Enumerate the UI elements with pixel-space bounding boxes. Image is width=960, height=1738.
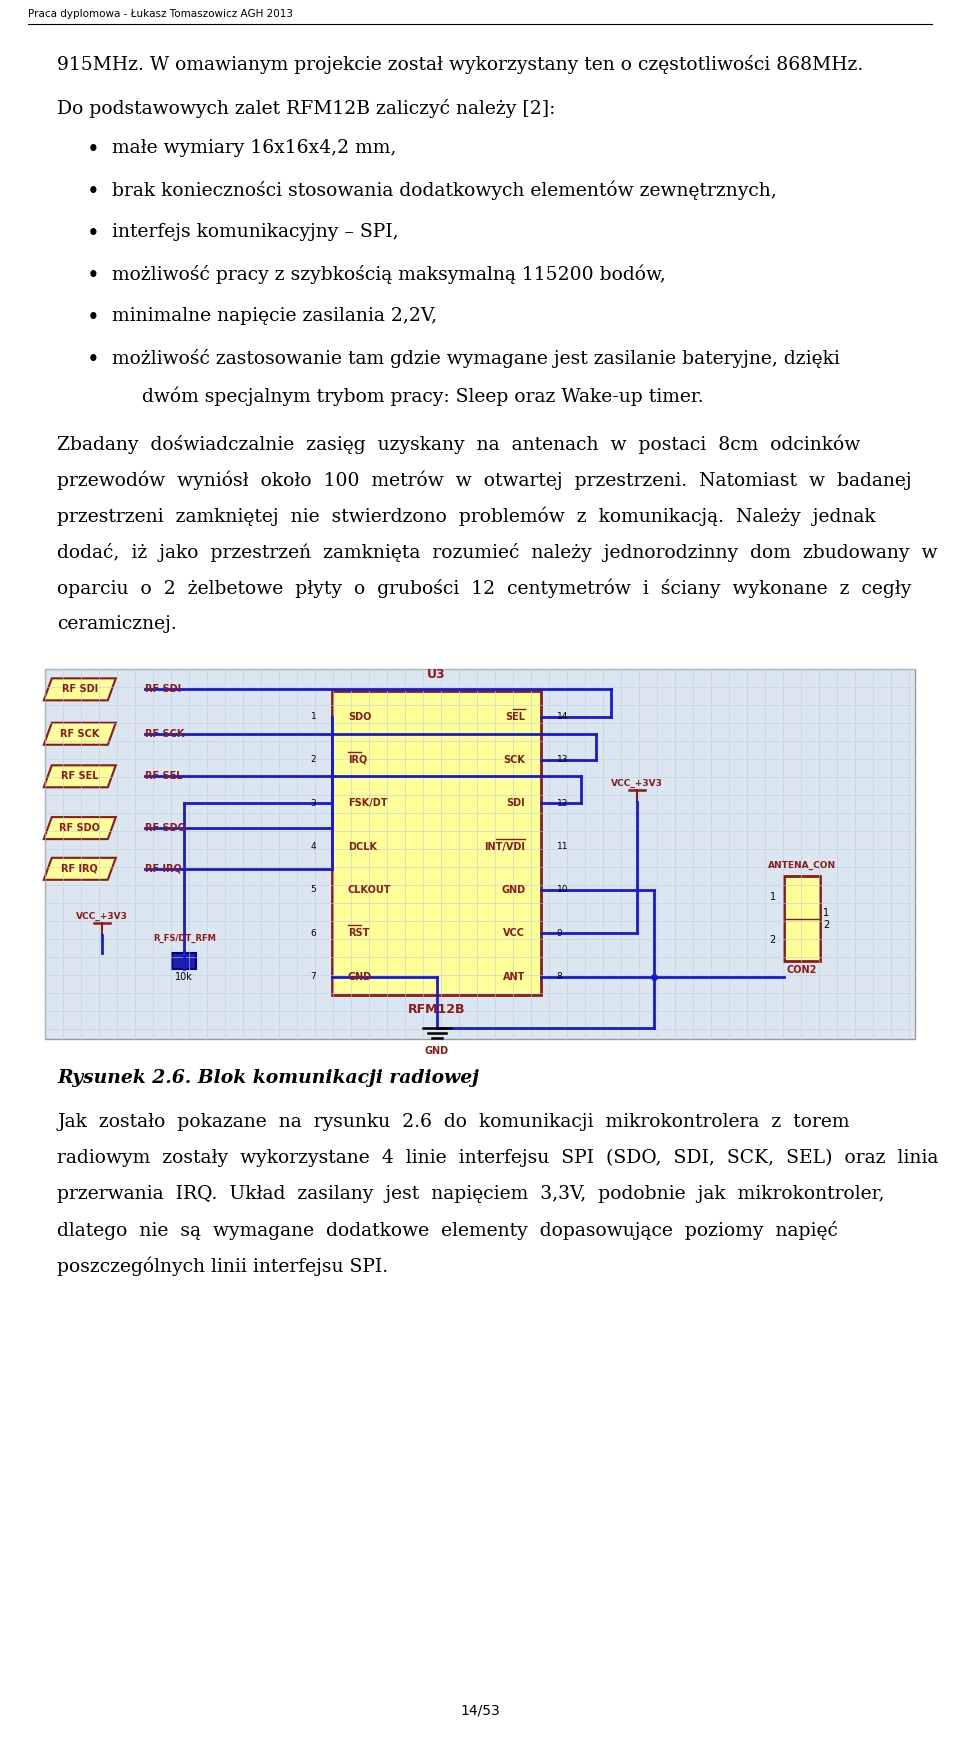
Text: możliwość zastosowanie tam gdzie wymagane jest zasilanie bateryjne, dzięki: możliwość zastosowanie tam gdzie wymagan…: [112, 349, 840, 368]
Text: 2: 2: [770, 935, 776, 945]
Text: małe wymiary 16x16x4,2 mm,: małe wymiary 16x16x4,2 mm,: [112, 139, 396, 156]
Text: 11: 11: [557, 843, 568, 852]
Text: RF IRQ: RF IRQ: [61, 864, 98, 874]
Text: 13: 13: [557, 756, 568, 765]
Text: SDO: SDO: [348, 711, 372, 721]
Text: IRQ: IRQ: [348, 754, 367, 765]
Text: RF SDO: RF SDO: [145, 824, 186, 833]
Text: 8: 8: [557, 972, 563, 982]
Text: RF SEL: RF SEL: [145, 772, 182, 782]
Text: RF SDO: RF SDO: [60, 824, 100, 833]
Text: RFM12B: RFM12B: [408, 1003, 466, 1015]
Text: SEL: SEL: [505, 711, 525, 721]
Text: brak konieczności stosowania dodatkowych elementów zewnętrznych,: brak konieczności stosowania dodatkowych…: [112, 181, 777, 200]
FancyBboxPatch shape: [784, 876, 820, 961]
Text: dodać,  iż  jako  przestrzeń  zamknięta  rozumieć  należy  jednorodzinny  dom  z: dodać, iż jako przestrzeń zamknięta rozu…: [57, 542, 938, 561]
Text: GND: GND: [424, 1046, 448, 1057]
Text: RF SDI: RF SDI: [61, 685, 98, 695]
Text: GND: GND: [348, 972, 372, 982]
Text: DCLK: DCLK: [348, 841, 376, 852]
Polygon shape: [44, 678, 116, 700]
Text: GND: GND: [501, 885, 525, 895]
FancyBboxPatch shape: [172, 954, 196, 970]
Text: minimalne napięcie zasilania 2,2V,: minimalne napięcie zasilania 2,2V,: [112, 308, 437, 325]
Text: oparciu  o  2  żelbetowe  płyty  o  grubości  12  centymetrów  i  ściany  wykona: oparciu o 2 żelbetowe płyty o grubości 1…: [57, 579, 911, 598]
Text: interfejs komunikacyjny – SPI,: interfejs komunikacyjny – SPI,: [112, 222, 398, 242]
Text: dwóm specjalnym trybom pracy: Sleep oraz Wake-up timer.: dwóm specjalnym trybom pracy: Sleep oraz…: [142, 388, 704, 407]
Text: 2: 2: [311, 756, 317, 765]
Text: poszczególnych linii interfejsu SPI.: poszczególnych linii interfejsu SPI.: [57, 1257, 388, 1276]
Text: przewodów  wyniósł  około  100  metrów  w  otwartej  przestrzeni.  Natomiast  w : przewodów wyniósł około 100 metrów w otw…: [57, 471, 912, 490]
Text: ANTENA_CON: ANTENA_CON: [768, 860, 836, 871]
Text: ceramicznej.: ceramicznej.: [57, 615, 177, 633]
Text: 3: 3: [311, 799, 317, 808]
Polygon shape: [44, 817, 116, 839]
Text: 14/53: 14/53: [460, 1703, 500, 1717]
Text: RF SCK: RF SCK: [60, 728, 100, 739]
Text: •: •: [87, 139, 100, 162]
FancyBboxPatch shape: [332, 692, 540, 994]
Text: 4: 4: [311, 843, 317, 852]
Polygon shape: [44, 859, 116, 879]
Text: 1: 1: [770, 893, 776, 902]
Text: CLKOUT: CLKOUT: [348, 885, 392, 895]
Text: 5: 5: [311, 885, 317, 895]
Text: 1: 1: [311, 713, 317, 721]
Text: VCC: VCC: [503, 928, 525, 939]
Text: 6: 6: [311, 928, 317, 939]
Text: przerwania  IRQ.  Układ  zasilany  jest  napięciem  3,3V,  podobnie  jak  mikrok: przerwania IRQ. Układ zasilany jest napi…: [57, 1185, 884, 1203]
Polygon shape: [44, 723, 116, 746]
Text: 10k: 10k: [176, 972, 193, 982]
Text: SCK: SCK: [503, 754, 525, 765]
Polygon shape: [44, 765, 116, 787]
Text: dlatego  nie  są  wymagane  dodatkowe  elementy  dopasowujące  poziomy  napięć: dlatego nie są wymagane dodatkowe elemen…: [57, 1222, 838, 1239]
Text: RF SCK: RF SCK: [145, 728, 184, 739]
Text: 1
2: 1 2: [823, 907, 829, 930]
Text: •: •: [87, 264, 100, 287]
Text: 915MHz. W omawianym projekcie został wykorzystany ten o częstotliwości 868MHz.: 915MHz. W omawianym projekcie został wyk…: [57, 56, 863, 75]
Text: 7: 7: [311, 972, 317, 982]
Text: RF SDI: RF SDI: [145, 685, 181, 695]
Text: SDI: SDI: [507, 798, 525, 808]
Text: RST: RST: [348, 928, 370, 939]
Text: 14: 14: [557, 713, 568, 721]
Text: INT/VDI: INT/VDI: [485, 841, 525, 852]
Text: ANT: ANT: [503, 972, 525, 982]
Text: •: •: [87, 349, 100, 370]
Text: U3: U3: [427, 667, 445, 681]
FancyBboxPatch shape: [45, 669, 915, 1039]
Text: Jak  zostało  pokazane  na  rysunku  2.6  do  komunikacji  mikrokontrolera  z  t: Jak zostało pokazane na rysunku 2.6 do k…: [57, 1112, 850, 1131]
Text: Rysunek 2.6. Blok komunikacji radiowej: Rysunek 2.6. Blok komunikacji radiowej: [57, 1069, 479, 1086]
Text: Zbadany  doświadczalnie  zasięg  uzyskany  na  antenach  w  postaci  8cm  odcink: Zbadany doświadczalnie zasięg uzyskany n…: [57, 434, 860, 455]
Text: 12: 12: [557, 799, 568, 808]
Text: CON2: CON2: [786, 965, 817, 975]
Text: VCC_+3V3: VCC_+3V3: [611, 779, 662, 789]
Text: Praca dyplomowa - Łukasz Tomaszowicz AGH 2013: Praca dyplomowa - Łukasz Tomaszowicz AGH…: [28, 9, 293, 19]
Text: •: •: [87, 181, 100, 203]
Text: VCC_+3V3: VCC_+3V3: [76, 911, 128, 921]
Text: •: •: [87, 308, 100, 328]
Text: FSK/DT: FSK/DT: [348, 798, 387, 808]
Text: •: •: [87, 222, 100, 245]
Text: radiowym  zostały  wykorzystane  4  linie  interfejsu  SPI  (SDO,  SDI,  SCK,  S: radiowym zostały wykorzystane 4 linie in…: [57, 1149, 938, 1168]
Text: RF IRQ: RF IRQ: [145, 864, 181, 874]
Text: możliwość pracy z szybkością maksymalną 115200 bodów,: możliwość pracy z szybkością maksymalną …: [112, 264, 665, 285]
Text: 9: 9: [557, 928, 563, 939]
Text: Do podstawowych zalet RFM12B zaliczyć należy [2]:: Do podstawowych zalet RFM12B zaliczyć na…: [57, 99, 556, 118]
Text: przestrzeni  zamkniętej  nie  stwierdzono  problemów  z  komunikacją.  Należy  j: przestrzeni zamkniętej nie stwierdzono p…: [57, 507, 876, 527]
Text: R_FS/DT_RFM: R_FS/DT_RFM: [153, 933, 216, 944]
Text: 10: 10: [557, 885, 568, 895]
Text: RF SEL: RF SEL: [61, 772, 99, 782]
